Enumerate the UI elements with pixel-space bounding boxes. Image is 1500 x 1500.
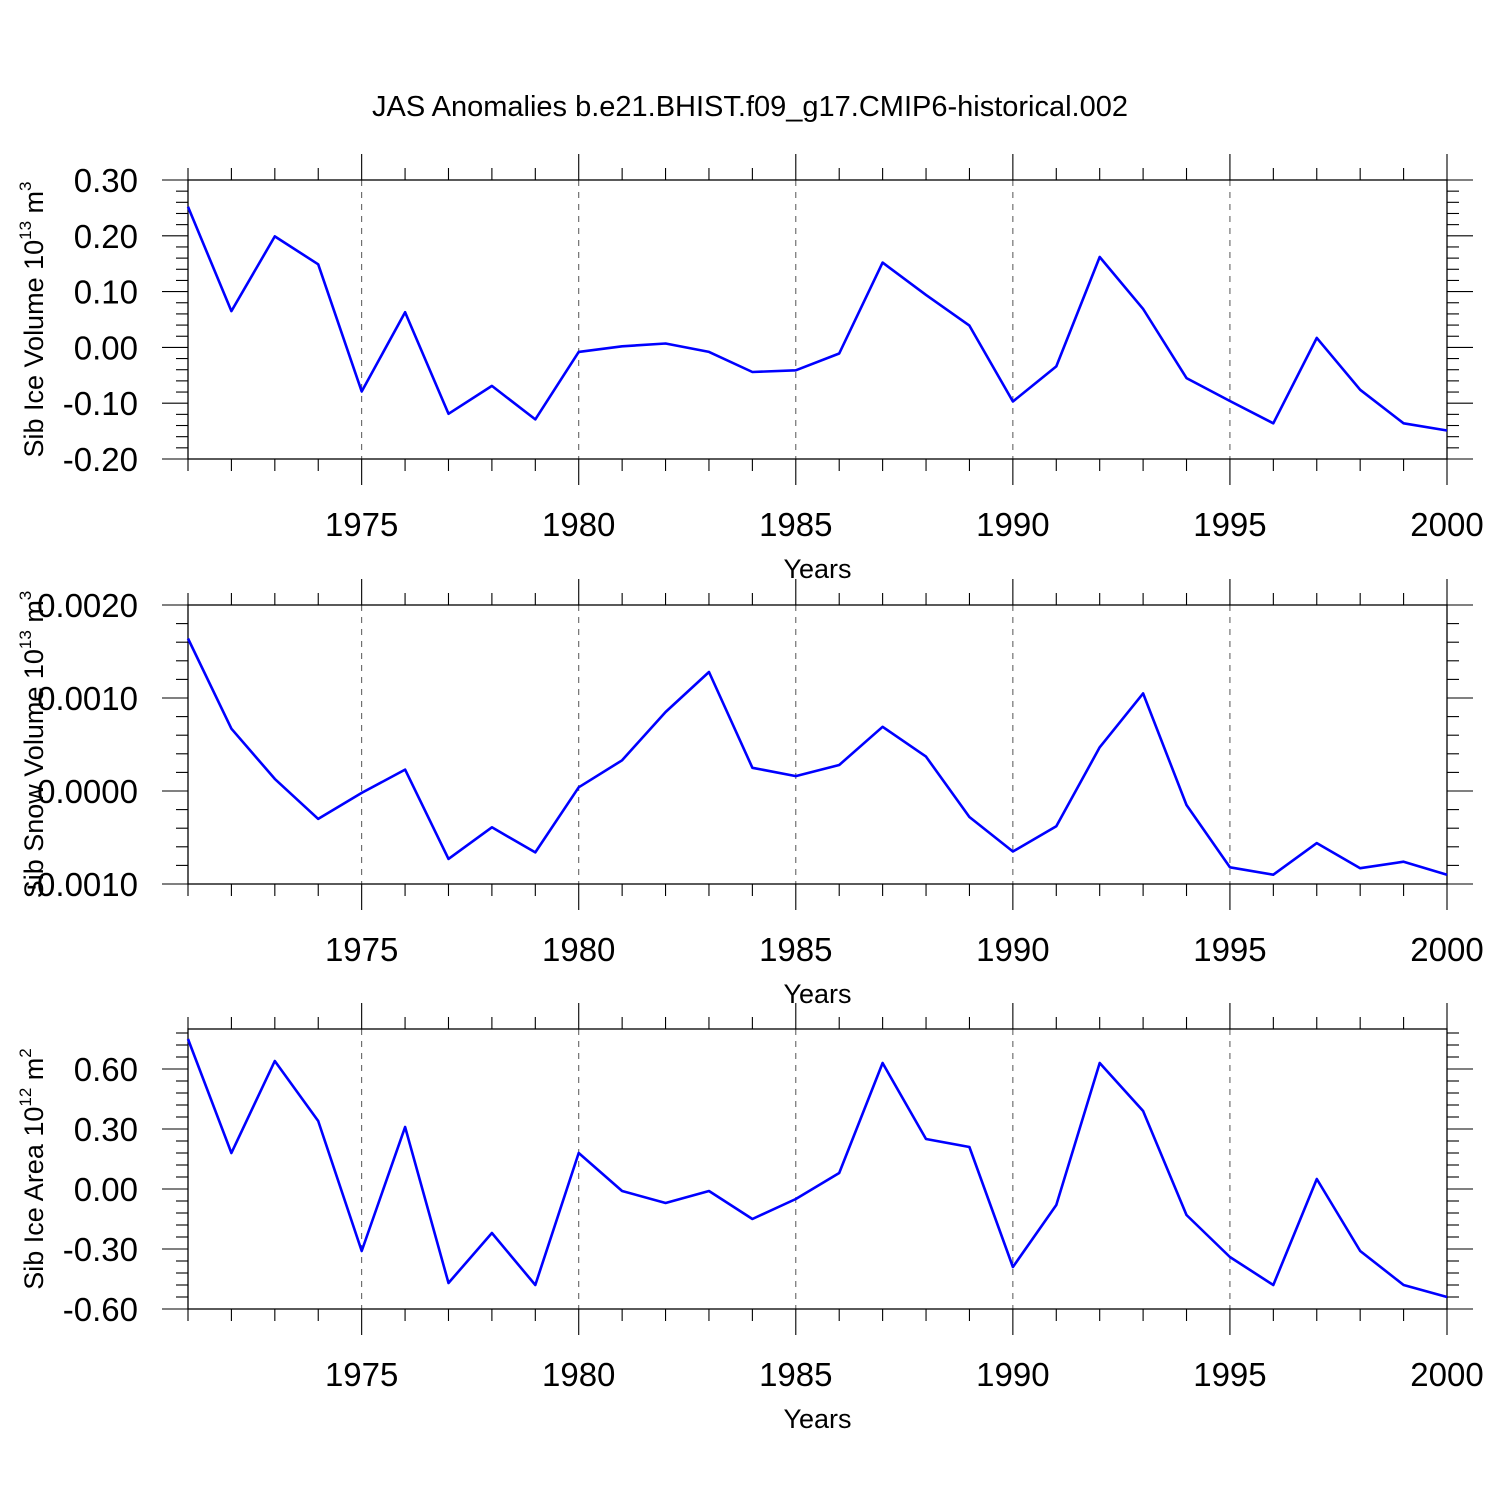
x-tick-label: 1975 bbox=[325, 506, 398, 543]
y-tick-label: 0.10 bbox=[74, 274, 138, 311]
plot-frame bbox=[187, 1028, 1448, 1310]
x-tick-label: 1980 bbox=[542, 506, 615, 543]
y-tick-label: -0.20 bbox=[63, 441, 138, 478]
y-tick-label: -0.0010 bbox=[26, 866, 138, 903]
chart-panel-1: 0.30 0.20 0.10 0.00 -0.10 -0.20 1975 1980 1985 19… bbox=[16, 154, 1484, 584]
x-tick-label: 2000 bbox=[1410, 1356, 1483, 1393]
plot-frame bbox=[187, 179, 1448, 460]
y-axis-label: Sib Ice Area 1012 m2 bbox=[16, 1048, 49, 1290]
y-tick-label: 0.0000 bbox=[37, 773, 138, 810]
y-tick-label: 0.30 bbox=[74, 1111, 138, 1148]
y-axis-label: Sib Snow Volume 1013 m3 bbox=[16, 591, 49, 899]
chart-panel-3: 0.60 0.30 0.00 -0.30 -0.60 1975 1980 1985 1990 19… bbox=[16, 1003, 1484, 1434]
x-tick-label: 2000 bbox=[1410, 506, 1483, 543]
x-axis-label: Years bbox=[783, 979, 851, 1009]
series-line bbox=[186, 637, 1448, 877]
y-tick-label: 0.0010 bbox=[37, 680, 138, 717]
x-tick-label: 1990 bbox=[976, 931, 1049, 968]
x-tick-label: 1985 bbox=[759, 931, 832, 968]
x-tick-label: 1995 bbox=[1193, 1356, 1266, 1393]
y-tick-label: 0.60 bbox=[74, 1051, 138, 1088]
y-axis-label: Sib Ice Volume 1013 m3 bbox=[16, 181, 49, 457]
series-line bbox=[186, 206, 1448, 432]
series-line bbox=[186, 1038, 1448, 1299]
y-tick-label: 0.00 bbox=[74, 329, 138, 366]
x-tick-label: 2000 bbox=[1410, 931, 1483, 968]
x-axis-label: Years bbox=[783, 1404, 851, 1434]
x-tick-label: 1990 bbox=[976, 506, 1049, 543]
x-tick-label: 1995 bbox=[1193, 931, 1266, 968]
x-tick-label: 1975 bbox=[325, 1356, 398, 1393]
x-tick-label: 1990 bbox=[976, 1356, 1049, 1393]
y-tick-label: 0.00 bbox=[74, 1171, 138, 1208]
x-tick-label: 1985 bbox=[759, 506, 832, 543]
x-tick-label: 1980 bbox=[542, 931, 615, 968]
y-tick-label: -0.10 bbox=[63, 385, 138, 422]
y-tick-label: 0.30 bbox=[74, 162, 138, 199]
x-tick-label: 1975 bbox=[325, 931, 398, 968]
figure-title: JAS Anomalies b.e21.BHIST.f09_g17.CMIP6-… bbox=[372, 91, 1128, 123]
x-tick-label: 1995 bbox=[1193, 506, 1266, 543]
y-tick-label: -0.30 bbox=[63, 1231, 138, 1268]
y-tick-label: 0.0020 bbox=[37, 587, 138, 624]
chart-panels: 0.30 0.20 0.10 0.00 -0.10 -0.20 1975 1980 1985 19… bbox=[16, 154, 1484, 1434]
y-tick-label: -0.60 bbox=[63, 1291, 138, 1328]
y-tick-label: 0.20 bbox=[74, 218, 138, 255]
chart-panel-2: 0.0020 0.0010 0.0000 -0.0010 1975 1980 1985 199… bbox=[16, 579, 1484, 1009]
x-tick-label: 1985 bbox=[759, 1356, 832, 1393]
plot-frame bbox=[187, 604, 1448, 885]
x-tick-label: 1980 bbox=[542, 1356, 615, 1393]
x-axis-label: Years bbox=[783, 554, 851, 584]
